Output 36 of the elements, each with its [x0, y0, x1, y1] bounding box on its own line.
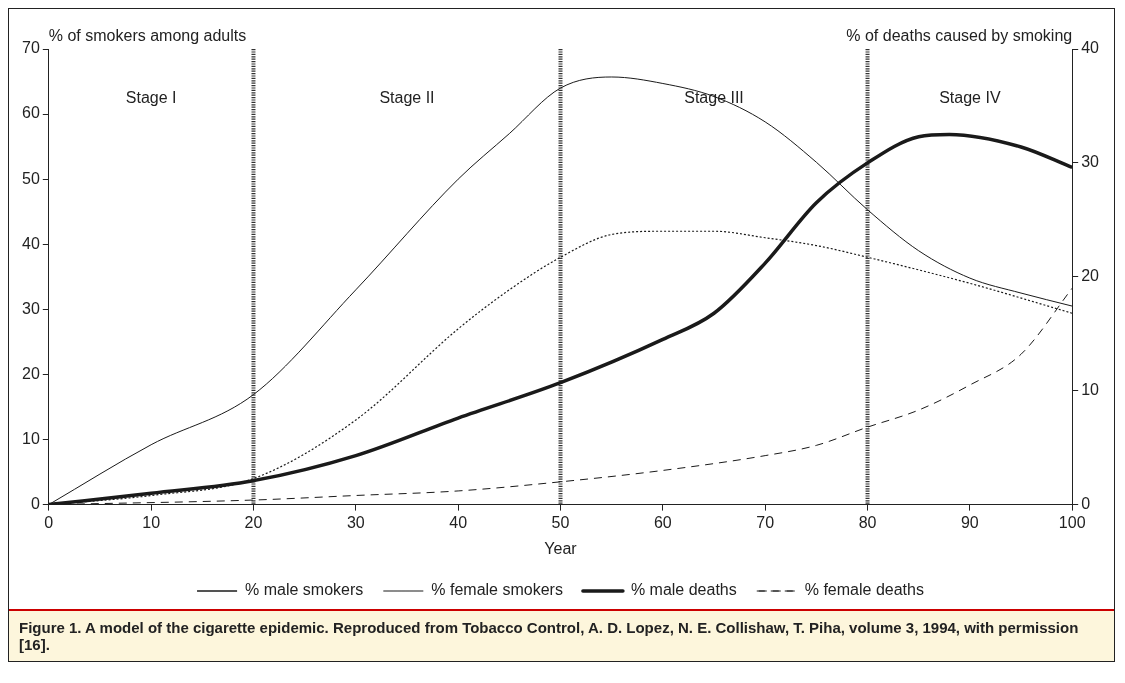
x-tick-label: 100 [1058, 513, 1086, 531]
x-tick-label: 20 [244, 513, 263, 531]
legend-label: % female deaths [804, 581, 924, 599]
y-tick-label: 10 [22, 429, 40, 447]
y2-tick-label: 10 [1081, 381, 1100, 399]
y2-axis-title: % of deaths caused by smoking [846, 27, 1073, 45]
y2-tick-label: 40 [1081, 39, 1100, 57]
annotation: Stage IV [939, 89, 1001, 107]
y2-tick-label: 30 [1081, 153, 1100, 171]
x-tick-label: 60 [653, 513, 672, 531]
y-tick-label: 30 [22, 299, 40, 317]
x-tick-label: 90 [960, 513, 979, 531]
x-tick-label: 0 [44, 513, 54, 531]
x-tick-label: 30 [346, 513, 365, 531]
y-tick-label: 0 [30, 495, 40, 513]
x-tick-label: 10 [142, 513, 161, 531]
annotation: Stage II [379, 89, 435, 107]
y-tick-label: 50 [22, 169, 40, 187]
y-tick-label: 20 [22, 364, 40, 382]
annotation: Stage I [125, 89, 177, 107]
x-tick-label: 40 [449, 513, 468, 531]
y-axis-title: % of smokers among adults [48, 27, 247, 45]
x-tick-label: 50 [551, 513, 570, 531]
legend-label: % male deaths [630, 581, 737, 599]
annotation: Stage III [684, 89, 744, 107]
legend-label: % female smokers [431, 581, 563, 599]
caption: Figure 1. A model of the cigarette epidemic. Reproduced from Tobacco Control, A. D. Lopez, N. E. Collishaw, T. Piha, volume 3, 1994, with permission [16]. [9, 609, 1114, 661]
y2-tick-label: 20 [1081, 267, 1100, 285]
x-tick-label: 80 [858, 513, 877, 531]
y-tick-label: 40 [22, 234, 40, 252]
y2-tick-label: 0 [1081, 495, 1091, 513]
legend-label: % male smokers [245, 581, 364, 599]
y-tick-label: 70 [22, 39, 40, 57]
x-tick-label: 70 [756, 513, 775, 531]
y-tick-label: 60 [22, 104, 40, 122]
x-axis-title: Year [544, 539, 578, 557]
